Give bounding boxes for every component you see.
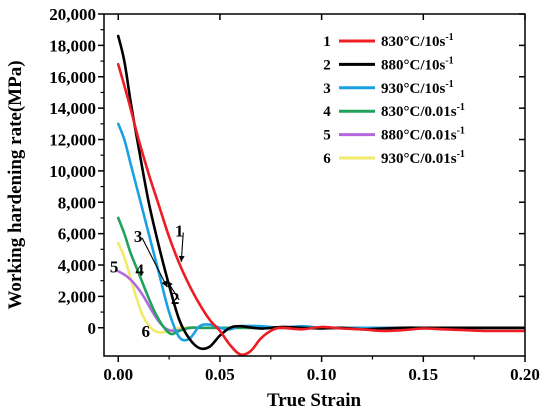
legend-label: 830°C/10s-1 [381,32,454,50]
y-tick-label: 14,000 [49,99,96,118]
y-axis-title: Working hardening rate(MPa) [5,60,26,309]
series-line-1 [116,62,525,356]
x-tick-label: 0.00 [103,365,133,384]
y-tick-label: 10,000 [49,162,96,181]
legend-label: 880°C/0.01s-1 [381,126,465,144]
legend-index: 1 [323,34,331,50]
x-tick-label: 0.20 [510,365,540,384]
y-tick-label: 16,000 [49,68,96,87]
ticks-layer: 0.00 0.05 0.10 0.15 0.20 0 2,000 4,000 6,000 8,00… [49,5,540,384]
x-tick-label: 0.05 [205,365,235,384]
y-tick-label: 4,000 [58,256,96,275]
annotation-label-2: 2 [171,289,180,308]
y-tick-label: 0 [88,319,97,338]
annotation-arrow-1 [178,232,185,262]
annotation-label-6: 6 [141,322,150,341]
legend-label: 830°C/0.01s-1 [381,102,465,120]
legend-label: 930°C/10s-1 [381,79,454,97]
legend-entry-4: 4 830°C/0.01s-1 [323,102,465,120]
legend-index: 2 [323,57,331,73]
y-tick-label: 18,000 [49,36,96,55]
legend-label: 880°C/10s-1 [381,55,454,73]
series-layer [116,34,525,356]
legend-index: 6 [323,151,331,167]
y-tick-label: 12,000 [49,131,96,150]
y-tick-label: 6,000 [58,225,96,244]
legend: 1 830°C/10s-1 2 880°C/10s-1 3 930°C/10s-1 4 830… [323,32,465,167]
y-tick-label: 2,000 [58,287,96,306]
annotation-label-3: 3 [134,227,143,246]
series-line-3 [116,122,525,342]
x-axis-title: True Strain [267,390,362,411]
x-tick-label: 0.15 [408,365,438,384]
annotation-label-5: 5 [110,258,119,277]
y-tick-label: 8,000 [58,193,96,212]
plot-frame [103,13,526,357]
legend-label: 930°C/0.01s-1 [381,149,465,167]
annotation-arrow-3 [141,237,168,288]
annotation-layer: 1 2 3 45 6 [110,221,185,341]
x-tick-label: 0.10 [307,365,337,384]
legend-entry-5: 5 880°C/0.01s-1 [323,126,465,144]
legend-entry-1: 1 830°C/10s-1 [323,32,453,50]
legend-index: 3 [323,81,331,97]
legend-entry-6: 6 930°C/0.01s-1 [323,149,465,167]
y-tick-label: 20,000 [49,5,96,24]
annotation-arrow-2 [166,280,180,301]
series-line-2 [116,34,525,351]
annotation-label-4: 4 [135,261,144,280]
legend-index: 4 [323,104,331,120]
legend-entry-2: 2 880°C/10s-1 [323,55,453,73]
annotation-label-1: 1 [175,221,184,240]
legend-entry-3: 3 930°C/10s-1 [323,79,453,97]
legend-index: 5 [323,128,331,144]
